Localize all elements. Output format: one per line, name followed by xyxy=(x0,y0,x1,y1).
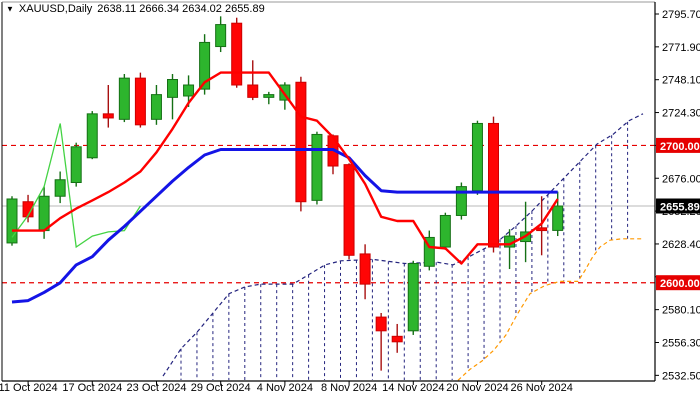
candle-body-bull xyxy=(150,94,162,120)
candle-body-bull xyxy=(455,186,467,216)
symbol-period-label: XAUUSD,Daily xyxy=(18,3,93,15)
candle-body-bull xyxy=(6,198,18,244)
candle-body-bull xyxy=(167,79,178,98)
date-tick-label: 8 Nov 2024 xyxy=(321,382,377,394)
candle-body-bull xyxy=(263,94,275,98)
candle-body-bear xyxy=(295,81,307,203)
chart-title: ▼ XAUUSD,Daily 2638.11 2666.34 2634.02 265… xyxy=(6,3,265,15)
price-axis[interactable]: 2795.702771.902748.102724.302676.002652.… xyxy=(655,9,700,382)
price-tick-label: 2724.30 xyxy=(662,108,700,120)
price-label-box xyxy=(656,275,700,291)
price-tick-label: 2580.10 xyxy=(662,305,700,317)
tenkan-sen-line xyxy=(12,71,559,265)
price-label-text: 2655.89 xyxy=(660,202,700,214)
candle-body-bear xyxy=(488,122,499,248)
senkou-span-a-line xyxy=(457,238,643,381)
candle-body-bear xyxy=(102,113,114,119)
date-tick-label: 26 Nov 2024 xyxy=(511,382,573,394)
date-tick-label: 4 Nov 2024 xyxy=(257,382,313,394)
time-axis[interactable]: 11 Oct 2024 17 Oct 2024 23 Oct 2024 29 Oct … xyxy=(0,381,573,394)
candle-body-bear xyxy=(343,164,355,256)
title-open: 2638.11 xyxy=(97,3,137,15)
senkou-span-b-line xyxy=(162,113,644,377)
candle-body-bull xyxy=(552,205,564,231)
price-label-box xyxy=(656,137,700,153)
price-label-text: 2600.00 xyxy=(660,278,700,290)
candle-body-bear xyxy=(375,316,387,332)
candle-body-bull xyxy=(199,41,211,90)
candle-body-bear xyxy=(247,84,259,98)
candle-body-bull xyxy=(311,133,323,201)
price-tick-label: 2556.30 xyxy=(662,338,700,350)
candle-body-bear xyxy=(391,335,403,343)
candle-body-bull xyxy=(70,146,82,184)
candle-body-bear xyxy=(536,227,548,232)
candle-body-bull xyxy=(471,122,483,192)
candle-body-bear xyxy=(231,22,243,86)
price-label-box xyxy=(656,198,700,214)
date-tick-label: 23 Oct 2024 xyxy=(127,382,187,394)
ichimoku-cloud xyxy=(162,113,644,381)
date-tick-label: 17 Oct 2024 xyxy=(62,382,122,394)
candle-body-bull xyxy=(423,236,435,267)
price-tick-label: 2748.10 xyxy=(662,75,700,87)
candle-body-bear xyxy=(22,201,34,218)
date-tick-label: 29 Oct 2024 xyxy=(191,382,251,394)
candle-body-bull xyxy=(407,263,419,332)
title-low: 2634.02 xyxy=(182,3,222,15)
price-tick-label: 2795.70 xyxy=(662,9,700,21)
indicator-lines xyxy=(11,71,559,304)
candle-body-bear xyxy=(134,77,146,126)
candle-body-bull xyxy=(183,84,195,97)
price-tick-label: 2676.00 xyxy=(662,173,700,185)
date-tick-label: 11 Oct 2024 xyxy=(0,382,58,394)
price-label-text: 2700.00 xyxy=(660,141,700,153)
kijun-sen-line xyxy=(11,148,558,304)
price-tick-label: 2628.40 xyxy=(662,239,700,251)
title-close: 2655.89 xyxy=(224,3,265,15)
candle-body-bull xyxy=(38,195,50,232)
candle-body-bull xyxy=(86,113,98,159)
candle-body-bull xyxy=(118,77,130,120)
date-tick-label: 14 Nov 2024 xyxy=(382,382,444,394)
chart-frame xyxy=(1,1,656,382)
candle-body-bull xyxy=(54,179,66,197)
candle-body-bear xyxy=(359,253,371,285)
candle-body-bull xyxy=(439,214,451,248)
price-tick-label: 2532.50 xyxy=(662,370,700,382)
candle-body-bull xyxy=(215,24,227,48)
title-high: 2666.34 xyxy=(139,3,180,15)
price-tick-label: 2771.90 xyxy=(662,42,700,54)
date-tick-label: 20 Nov 2024 xyxy=(446,382,508,394)
symbol-dropdown-icon[interactable]: ▼ xyxy=(6,4,14,14)
